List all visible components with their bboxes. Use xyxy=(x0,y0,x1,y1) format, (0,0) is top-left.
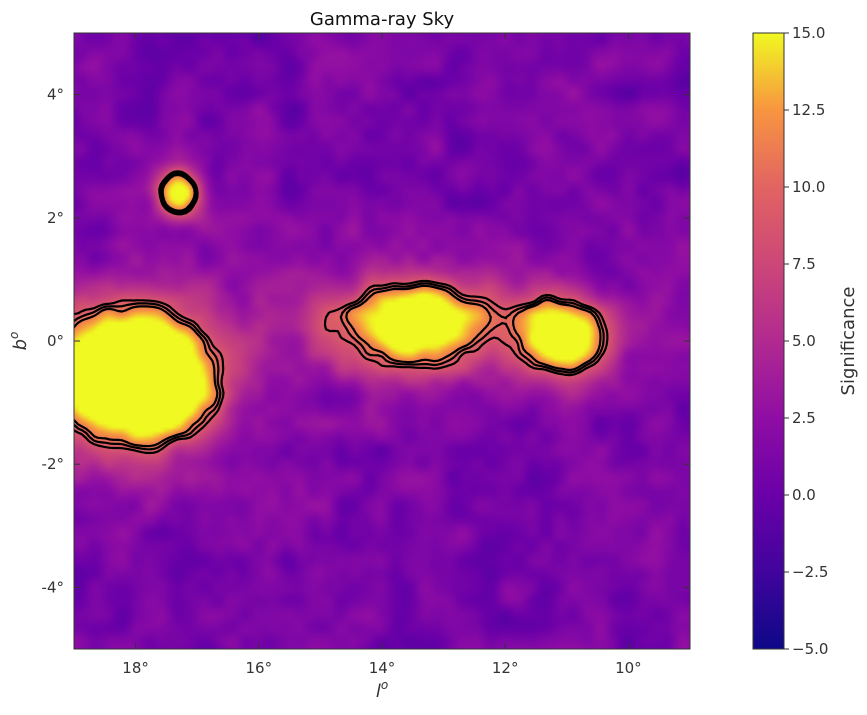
contour-level-10 xyxy=(74,172,605,451)
x-tick-label: 12° xyxy=(492,659,519,677)
x-tick-label: 16° xyxy=(246,659,273,677)
heatmap-image xyxy=(74,33,690,649)
colorbar-tick-label: 2.5 xyxy=(792,409,816,427)
x-axis-ticks: 18° 16° 14° 12° 10° xyxy=(122,33,642,677)
significance-contours xyxy=(74,170,609,455)
y-tick-label: -4° xyxy=(42,578,64,596)
chart-title: Gamma-ray Sky xyxy=(310,9,455,30)
colorbar-tick-label: −2.5 xyxy=(792,563,828,581)
x-axis-label-sup: o xyxy=(381,678,388,692)
y-axis-label: bo xyxy=(7,332,31,351)
colorbar-tick-label: 12.5 xyxy=(792,101,825,119)
colorbar-tick-label: 5.0 xyxy=(792,332,816,350)
y-axis-label-sup: o xyxy=(7,332,21,339)
colorbar-tick-label: 15.0 xyxy=(792,24,825,42)
contour-level-11 xyxy=(74,173,602,448)
x-axis-label-main: l xyxy=(376,681,381,702)
x-tick-label: 18° xyxy=(122,659,149,677)
colorbar-tick-label: 0.0 xyxy=(792,486,816,504)
y-tick-label: 0° xyxy=(47,332,64,350)
colorbar-label: Significance xyxy=(838,287,859,396)
colorbar xyxy=(752,32,785,650)
colorbar-tick-label: 10.0 xyxy=(792,178,825,196)
y-tick-label: -2° xyxy=(42,455,64,473)
y-axis-label-main: b xyxy=(10,339,31,350)
y-tick-label: 4° xyxy=(47,86,64,104)
colorbar-tick-label: −5.0 xyxy=(792,640,828,658)
contour-level-9 xyxy=(74,170,609,455)
y-tick-label: 2° xyxy=(47,209,64,227)
x-tick-label: 10° xyxy=(615,659,642,677)
y-axis-ticks: 4° 2° 0° -2° -4° xyxy=(42,86,690,596)
colorbar-tick-label: 7.5 xyxy=(792,255,816,273)
colorbar-ticks: 15.0 12.5 10.0 7.5 5.0 2.5 0.0 −2.5 −5.0 xyxy=(784,24,828,658)
x-tick-label: 14° xyxy=(369,659,396,677)
x-axis-label: lo xyxy=(376,678,388,702)
heatmap-area xyxy=(74,33,690,649)
